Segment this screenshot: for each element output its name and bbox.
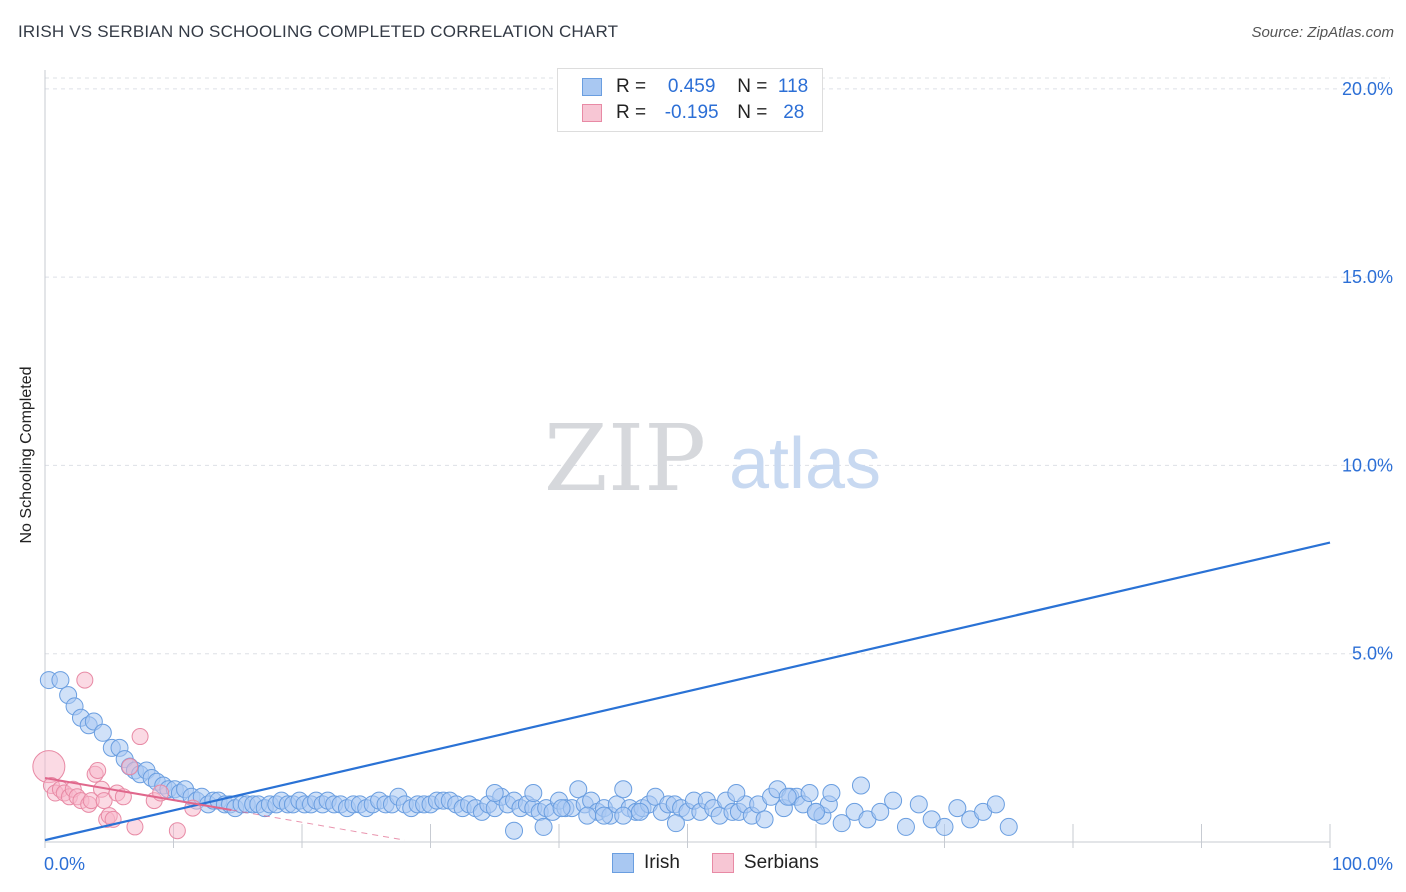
irish-point: [832, 814, 851, 833]
series-legend: Irish Serbians: [612, 852, 851, 874]
irish-point: [948, 799, 967, 818]
serbians-point: [168, 822, 186, 840]
irish-point: [807, 802, 825, 821]
x-tick-label-min: 0.0%: [44, 854, 85, 874]
serbians-point: [121, 758, 139, 776]
irish-point: [534, 817, 553, 836]
legend-item-irish[interactable]: Irish: [612, 852, 680, 874]
axes-layer: [44, 70, 1331, 848]
irish-point: [594, 806, 613, 825]
irish-point: [666, 814, 685, 833]
irish-point: [93, 723, 112, 742]
serbians-trend-line: [44, 776, 232, 811]
serbians-point: [131, 728, 149, 746]
irish-point: [578, 806, 597, 825]
watermark: ZIP atlas: [544, 405, 881, 512]
irish-r-value: 0.459: [667, 76, 716, 97]
trend-lines: [44, 541, 1331, 842]
serbians-legend-label: Serbians: [743, 852, 819, 873]
legend-row-irish: R = 0.459 N = 118: [582, 75, 808, 99]
irish-point: [871, 802, 890, 821]
stats-legend: R = 0.459 N = 118 R = -0.195 N = 28: [557, 68, 823, 132]
irish-point: [755, 810, 774, 829]
serbians-point: [95, 792, 113, 810]
irish-point: [909, 795, 928, 814]
grid-layer: [45, 77, 1390, 655]
serbians-r-label: R =: [616, 102, 647, 123]
y-tick-label: 15.0%: [1342, 267, 1393, 287]
legend-row-serbians: R = -0.195 N = 28: [582, 101, 804, 125]
irish-point: [999, 817, 1018, 836]
irish-swatch: [582, 78, 602, 96]
irish-point: [505, 821, 524, 840]
serbians-swatch: [582, 104, 602, 122]
irish-point: [614, 780, 633, 799]
irish-point: [986, 795, 1005, 814]
serbians-point: [76, 671, 94, 689]
series-irish: [39, 671, 1018, 840]
irish-point: [524, 784, 543, 803]
tick-labels: 5.0% 10.0% 15.0% 20.0% 0.0% 100.0%: [44, 79, 1393, 874]
irish-point: [851, 776, 870, 795]
irish-point: [896, 817, 915, 836]
serbians-n-label: N =: [737, 102, 768, 123]
irish-point: [822, 784, 841, 803]
irish-legend-swatch: [612, 853, 634, 873]
serbians-point: [89, 761, 107, 779]
irish-n-label: N =: [737, 76, 768, 97]
irish-point: [727, 784, 746, 803]
serbians-n-value: 28: [783, 102, 805, 123]
source-label: Source: ZipAtlas.com: [1251, 24, 1394, 41]
y-tick-label: 20.0%: [1342, 79, 1393, 99]
irish-point: [552, 799, 571, 818]
irish-point: [614, 806, 633, 825]
irish-point: [800, 784, 819, 803]
x-tick-label-max: 100.0%: [1332, 854, 1393, 874]
watermark-zip: ZIP: [544, 405, 706, 512]
irish-point: [485, 784, 504, 803]
irish-point: [569, 780, 588, 799]
y-tick-label: 10.0%: [1342, 455, 1393, 475]
legend-item-serbians[interactable]: Serbians: [711, 852, 819, 874]
serbians-trend-extension: [231, 809, 405, 841]
irish-point: [935, 817, 954, 836]
irish-point: [884, 791, 903, 810]
irish-legend-label: Irish: [644, 852, 680, 873]
y-tick-label: 5.0%: [1352, 644, 1393, 664]
y-axis-title: No Schooling Completed: [18, 366, 35, 544]
chart-title: IRISH VS SERBIAN NO SCHOOLING COMPLETED …: [18, 22, 619, 41]
irish-n-value: 118: [777, 76, 809, 97]
irish-point: [778, 787, 797, 806]
irish-r-label: R =: [616, 76, 647, 97]
irish-point: [51, 671, 70, 690]
serbians-legend-swatch: [711, 853, 734, 873]
serbians-r-value: -0.195: [664, 102, 719, 123]
watermark-atlas: atlas: [729, 424, 881, 504]
irish-point: [630, 802, 649, 821]
irish-trend-line: [44, 541, 1331, 842]
